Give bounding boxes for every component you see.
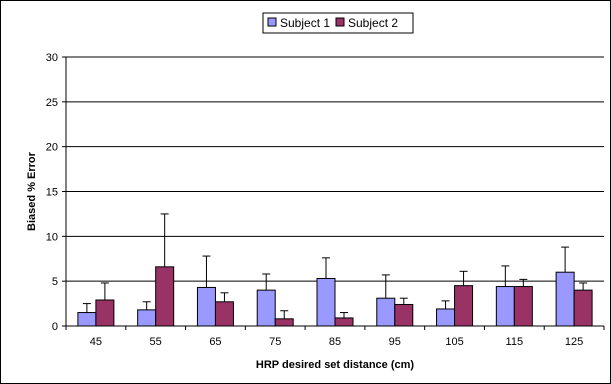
y-tick-label: 5 <box>52 276 58 288</box>
bar-subject-2 <box>573 289 593 327</box>
y-tick-label: 25 <box>46 97 58 109</box>
axes <box>65 57 605 330</box>
bars <box>77 266 593 327</box>
bar-subject-1 <box>436 308 456 327</box>
bar-subject-1 <box>495 286 515 327</box>
bar-subject-1 <box>137 309 157 327</box>
bar-subject-2 <box>513 286 533 327</box>
y-tick-label: 30 <box>46 52 58 64</box>
x-tick-label: 115 <box>506 336 524 348</box>
bar-subject-1 <box>256 289 276 327</box>
bar-subject-2 <box>95 299 115 327</box>
legend-swatch-2 <box>335 17 345 27</box>
x-tick-label: 125 <box>565 336 583 348</box>
y-axis-title: Biased % Error <box>26 151 38 231</box>
bar-subject-2 <box>274 318 294 327</box>
x-tick-label: 45 <box>90 336 102 348</box>
legend-label-2: Subject 2 <box>348 16 398 30</box>
bar-subject-2 <box>394 303 414 327</box>
x-axis-title: HRP desired set distance (cm) <box>256 359 414 371</box>
x-tick-labels: 45 55 65 75 85 95 105 115 125 <box>90 336 584 348</box>
y-tick-label: 20 <box>46 142 58 154</box>
bar-subject-2 <box>214 301 234 327</box>
x-tick-label: 55 <box>150 336 162 348</box>
gridlines <box>62 56 604 327</box>
x-tick-label: 65 <box>209 336 221 348</box>
bar-subject-1 <box>376 297 396 327</box>
bar-subject-1 <box>196 286 216 327</box>
y-tick-label: 0 <box>52 321 58 333</box>
error-bars <box>82 213 588 319</box>
bar-subject-1 <box>555 271 575 327</box>
bar-subject-2 <box>454 285 474 327</box>
y-tick-label: 10 <box>46 231 58 243</box>
bar-subject-1 <box>316 277 336 327</box>
y-tick-label: 15 <box>46 187 58 199</box>
x-tick-label: 105 <box>445 336 463 348</box>
y-tick-labels: 0 5 10 15 20 25 30 <box>46 52 58 333</box>
x-tick-label: 75 <box>269 336 281 348</box>
legend-swatch-1 <box>267 17 277 27</box>
bar-subject-2 <box>155 266 175 327</box>
x-tick-label: 85 <box>329 336 341 348</box>
bar-subject-2 <box>334 317 354 327</box>
legend-label-1: Subject 1 <box>280 16 330 30</box>
x-tick-label: 95 <box>389 336 401 348</box>
bar-subject-1 <box>77 312 97 327</box>
legend: Subject 1 Subject 2 <box>262 12 414 34</box>
